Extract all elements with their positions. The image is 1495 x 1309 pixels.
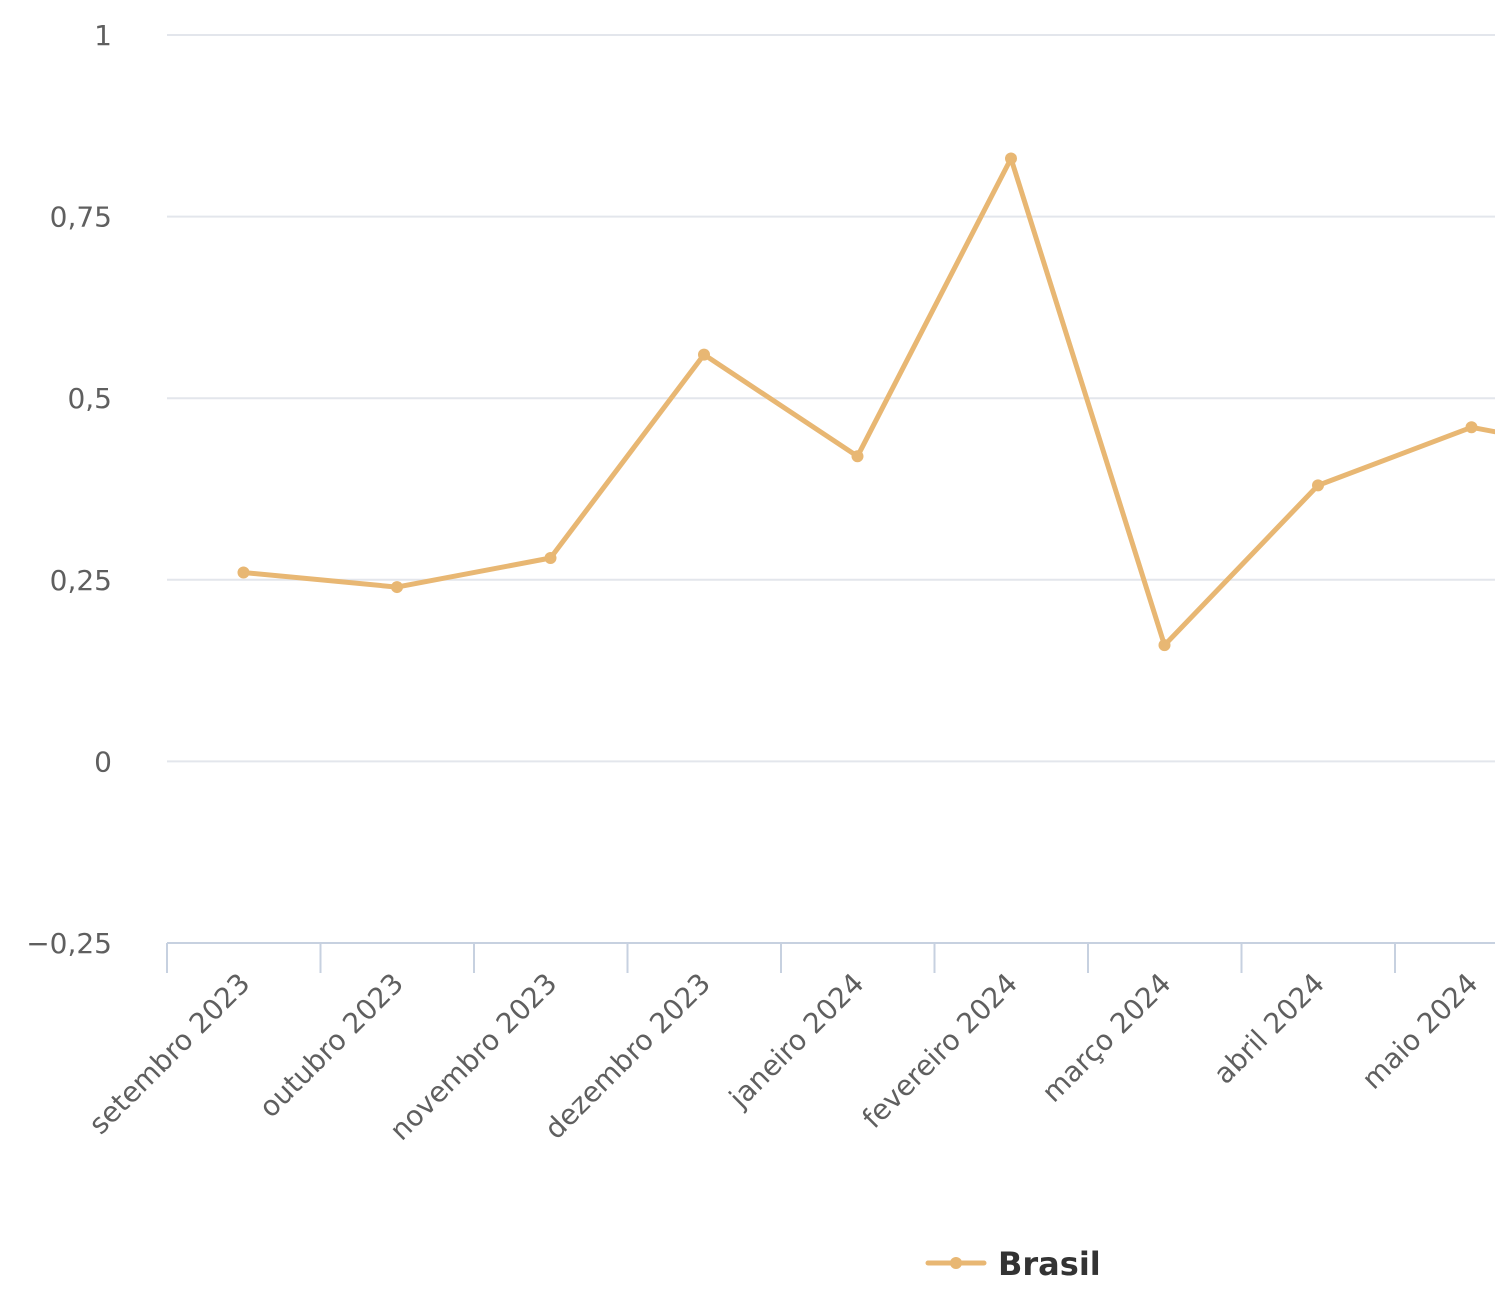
data-point[interactable]	[1005, 152, 1017, 165]
x-tick-label: março 2024	[1035, 967, 1177, 1109]
y-tick-label: −0,25	[26, 927, 112, 960]
legend[interactable]: Brasil	[925, 1245, 1101, 1283]
y-tick-label: 0,25	[50, 564, 112, 597]
legend-marker	[950, 1257, 962, 1269]
y-tick-label: 0,75	[50, 201, 112, 234]
x-tick-label: setembro 2023	[82, 967, 256, 1141]
data-point[interactable]	[1158, 639, 1171, 652]
x-tick-label: janeiro 2024	[722, 967, 870, 1115]
y-axis-tick-labels: 1 0,75 0,5 0,25 0 −0,25	[26, 19, 112, 960]
legend-label[interactable]: Brasil	[998, 1245, 1101, 1283]
data-point[interactable]	[544, 552, 557, 565]
data-point[interactable]	[1465, 421, 1478, 434]
x-tick-label: novembro 2023	[383, 967, 563, 1147]
x-tick-label: maio 2024	[1355, 967, 1484, 1096]
series-lines	[237, 152, 1495, 652]
x-tick-label: fevereiro 2024	[856, 967, 1024, 1135]
y-tick-label: 0,5	[67, 382, 112, 415]
x-tick-label: outubro 2023	[253, 967, 410, 1124]
y-tick-label: 0	[94, 745, 112, 778]
x-tick-label: dezembro 2023	[538, 967, 717, 1146]
grid-lines	[167, 34, 1495, 763]
data-point[interactable]	[391, 581, 403, 594]
data-point[interactable]	[851, 450, 864, 463]
data-point[interactable]	[698, 348, 710, 361]
series-line-brasil[interactable]	[241, 156, 1495, 648]
data-point[interactable]	[1312, 479, 1324, 492]
x-tick-label: abril 2024	[1207, 967, 1331, 1091]
y-tick-label: 1	[94, 19, 112, 52]
data-point[interactable]	[237, 566, 250, 579]
